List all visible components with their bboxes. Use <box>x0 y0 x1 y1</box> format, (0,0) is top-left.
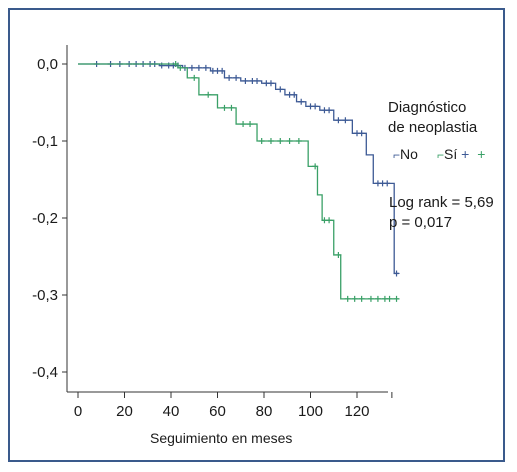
x-axis-label: Seguimiento en meses <box>150 430 293 446</box>
censor-mark-no <box>291 91 298 98</box>
censor-mark-si <box>247 121 254 128</box>
censor-mark-si <box>374 295 381 302</box>
censor-mark-si <box>240 121 247 128</box>
x-tick-label: 100 <box>298 403 323 420</box>
censor-mark-no <box>393 270 400 277</box>
censor-mark-no <box>188 64 195 71</box>
censor-mark-no <box>226 74 233 81</box>
censor-mark-si <box>358 295 365 302</box>
censor-mark-no <box>326 107 333 114</box>
x-tick-label: 40 <box>163 403 180 420</box>
y-tick-label: -0,2 <box>32 210 58 227</box>
y-tick-label: -0,4 <box>32 364 58 381</box>
legend-item-no: ⌐No <box>393 146 418 162</box>
censor-mark-si <box>335 251 342 258</box>
censor-mark-si <box>277 138 284 144</box>
legend-title: Diagnóstico de neoplastia <box>388 98 477 138</box>
censor-mark-no <box>358 130 365 137</box>
censor-mark-si <box>386 295 393 302</box>
x-tick-label: 80 <box>256 403 273 420</box>
censor-mark-si <box>205 91 212 98</box>
censor-mark-no <box>335 117 342 124</box>
legend-censor-no-icon: + <box>461 146 470 162</box>
censor-mark-no <box>219 67 226 74</box>
x-tick-label: 120 <box>344 403 369 420</box>
censor-mark-si <box>295 138 302 144</box>
y-tick-label: -0,1 <box>32 133 58 150</box>
censor-mark-si <box>312 163 319 170</box>
censor-mark-no <box>202 64 209 71</box>
series-line-si <box>78 63 399 300</box>
legend-label-si: Sí <box>444 146 458 162</box>
logrank-value: Log rank = 5,69 <box>389 194 494 211</box>
censor-mark-no <box>298 98 305 105</box>
x-tick-label: 0 <box>74 403 82 420</box>
censor-mark-no <box>254 77 261 84</box>
legend-censor-si-icon: + <box>477 146 486 162</box>
legend-swatch-no: ⌐ <box>393 148 401 162</box>
censor-mark-no <box>233 74 240 81</box>
censor-mark-si <box>351 295 358 302</box>
x-tick-label: 20 <box>116 403 133 420</box>
y-tick-label: 0,0 <box>37 56 58 73</box>
legend-label-no: No <box>400 146 418 162</box>
censor-mark-si <box>344 295 351 302</box>
legend-swatch-si: ⌐ <box>437 148 445 162</box>
censor-mark-no <box>277 86 284 93</box>
censor-mark-si <box>326 217 333 224</box>
censor-mark-si <box>267 138 274 144</box>
censor-mark-si <box>286 138 293 144</box>
censor-mark-si <box>172 61 179 67</box>
censor-mark-si <box>228 104 235 111</box>
censor-mark-no <box>195 64 202 71</box>
censor-mark-si <box>393 295 400 302</box>
y-tick-label: -0,3 <box>32 287 58 304</box>
censor-mark-si <box>258 138 265 144</box>
censor-mark-si <box>191 74 198 81</box>
logrank-annotation: Log rank = 5,69 p = 0,017 <box>389 193 494 233</box>
censor-mark-no <box>242 77 249 84</box>
legend-item-si: ⌐Sí + + <box>437 146 485 162</box>
censor-mark-no <box>384 180 391 187</box>
censor-mark-no <box>312 103 319 110</box>
p-value: p = 0,017 <box>389 214 452 231</box>
x-tick-label: 60 <box>209 403 226 420</box>
censor-mark-no <box>267 80 274 87</box>
censor-mark-si <box>367 295 374 302</box>
legend-title-line1: Diagnóstico <box>388 99 467 116</box>
censor-mark-no <box>342 117 349 124</box>
series-line-no <box>78 63 399 275</box>
censor-mark-si <box>221 104 228 111</box>
censor-mark-si <box>177 64 184 71</box>
legend-title-line2: de neoplastia <box>388 119 478 136</box>
